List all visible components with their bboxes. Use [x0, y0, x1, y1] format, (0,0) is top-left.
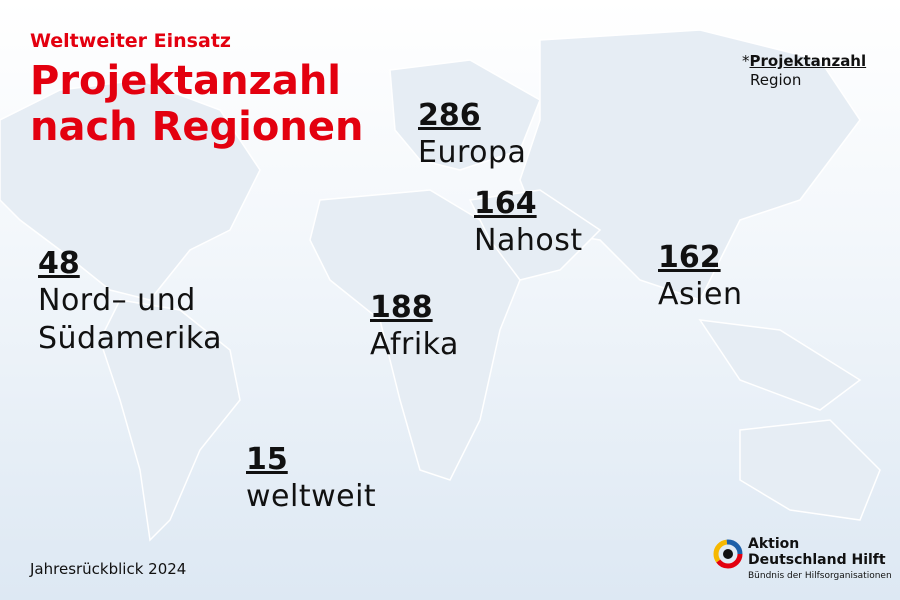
region-label: 188 Afrika	[370, 290, 570, 364]
region-name: weltweit	[246, 479, 377, 514]
logo-icon	[713, 539, 743, 569]
project-count: 162	[658, 240, 721, 275]
legend: *Projektanzahl Region	[742, 52, 866, 90]
region-label: 15 weltweit	[246, 442, 446, 516]
legend-marker: *	[742, 52, 750, 70]
region-name: Asien	[658, 277, 743, 312]
region-label: 286 Europa	[418, 98, 618, 172]
legend-count-label: Projektanzahl	[749, 52, 867, 70]
title-line: nach Regionen	[30, 104, 364, 150]
region-label: 164 Nahost	[474, 186, 674, 260]
project-count: 286	[418, 98, 481, 133]
region-name: Afrika	[370, 327, 459, 362]
region-name: Nord– und Südamerika	[38, 283, 223, 356]
footer-note: Jahresrückblick 2024	[30, 560, 187, 578]
project-count: 15	[246, 442, 288, 477]
logo-text: Aktion	[748, 536, 800, 552]
region-name: Nahost	[474, 223, 583, 258]
logo-tagline: Bündnis der Hilfsorganisationen	[748, 571, 892, 581]
project-count: 48	[38, 246, 80, 281]
title: Projektanzahl nach Regionen	[30, 58, 363, 150]
region-name: Europa	[418, 135, 527, 170]
legend-region-label: Region	[750, 71, 802, 89]
region-label: 162 Asien	[658, 240, 858, 314]
title-line: Projektanzahl	[30, 58, 342, 104]
kicker: Weltweiter Einsatz	[30, 30, 231, 52]
logo-text: Deutschland Hilft	[748, 552, 886, 568]
project-count: 188	[370, 290, 433, 325]
project-count: 164	[474, 186, 537, 221]
region-label: 48 Nord– und Südamerika	[38, 246, 238, 358]
